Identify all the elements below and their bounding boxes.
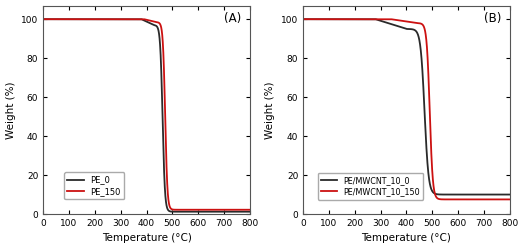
PE/MWCNT_10_0 xyxy=(490,193,496,196)
Text: (B): (B) xyxy=(484,12,501,25)
PE/MWCNT_10_0 xyxy=(388,23,395,26)
PE_150 xyxy=(241,208,247,211)
PE/MWCNT_10_0 xyxy=(387,22,393,25)
Y-axis label: Weight (%): Weight (%) xyxy=(266,81,276,138)
PE/MWCNT_10_150 xyxy=(500,198,507,201)
PE/MWCNT_10_150 xyxy=(300,18,307,21)
PE/MWCNT_10_150 xyxy=(487,198,494,201)
PE/MWCNT_10_0 xyxy=(499,193,506,196)
X-axis label: Temperature (°C): Temperature (°C) xyxy=(362,234,451,244)
PE/MWCNT_10_150 xyxy=(388,18,395,21)
PE_0 xyxy=(190,210,196,213)
PE_0 xyxy=(40,18,46,21)
PE_0 xyxy=(241,210,247,213)
Line: PE_150: PE_150 xyxy=(43,19,250,210)
PE_150 xyxy=(127,18,133,21)
PE_0 xyxy=(138,18,145,21)
PE_150 xyxy=(230,208,236,211)
PE_0 xyxy=(127,18,133,21)
PE_150 xyxy=(138,18,145,21)
PE/MWCNT_10_150 xyxy=(507,198,513,201)
Line: PE/MWCNT_10_0: PE/MWCNT_10_0 xyxy=(303,19,510,194)
PE_150 xyxy=(208,208,214,211)
PE_150 xyxy=(128,18,135,21)
PE_0 xyxy=(230,210,236,213)
PE/MWCNT_10_0 xyxy=(450,193,456,196)
PE/MWCNT_10_150 xyxy=(490,198,496,201)
PE_0 xyxy=(247,210,253,213)
PE_150 xyxy=(190,208,196,211)
PE/MWCNT_10_0 xyxy=(300,18,307,21)
PE/MWCNT_10_150 xyxy=(398,19,405,22)
Text: (A): (A) xyxy=(224,12,242,25)
PE/MWCNT_10_150 xyxy=(387,18,393,21)
Y-axis label: Weight (%): Weight (%) xyxy=(6,81,16,138)
X-axis label: Temperature (°C): Temperature (°C) xyxy=(102,234,191,244)
PE_150 xyxy=(247,208,253,211)
PE_150 xyxy=(40,18,46,21)
PE/MWCNT_10_0 xyxy=(507,193,513,196)
Legend: PE_0, PE_150: PE_0, PE_150 xyxy=(64,172,124,199)
Line: PE_0: PE_0 xyxy=(43,19,250,212)
Legend: PE/MWCNT_10_0, PE/MWCNT_10_150: PE/MWCNT_10_0, PE/MWCNT_10_150 xyxy=(318,173,423,200)
PE/MWCNT_10_150 xyxy=(450,198,456,201)
PE/MWCNT_10_0 xyxy=(398,26,405,29)
PE_0 xyxy=(208,210,214,213)
PE/MWCNT_10_0 xyxy=(500,193,507,196)
Line: PE/MWCNT_10_150: PE/MWCNT_10_150 xyxy=(303,19,510,199)
PE_0 xyxy=(128,18,135,21)
